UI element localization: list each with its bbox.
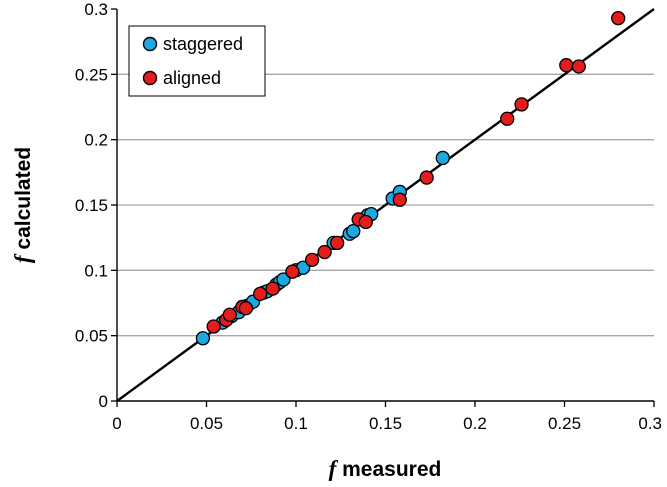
x-tick-label: 0.05 [190,414,223,433]
y-axis-title: f calculated [10,147,35,263]
data-point-staggered [346,223,361,239]
data-point-aligned [317,244,332,260]
legend-marker-staggered [142,36,158,52]
y-axis-title-text: calculated [12,147,35,256]
legend-marker-aligned [142,70,158,86]
x-tick-label: 0 [112,414,121,433]
data-point-aligned [304,252,320,268]
data-point-staggered [195,331,211,346]
y-tick-label: 0.05 [75,327,108,346]
data-point-aligned [514,97,529,112]
y-tick-label: 0.3 [84,0,108,19]
data-point-aligned [571,59,586,74]
data-point-aligned [222,307,237,322]
y-tick-label: 0 [99,392,108,411]
x-tick-label: 0.1 [284,414,308,433]
data-point-aligned [253,286,268,302]
data-point-aligned [285,264,300,279]
data-point-aligned [330,235,345,251]
x-axis-title: f measured [329,456,442,481]
x-tick-label: 0.3 [638,414,662,433]
data-point-aligned [238,301,254,316]
data-point-aligned [265,281,280,296]
y-tick-label: 0.1 [84,261,108,280]
y-tick-label: 0.25 [75,65,108,84]
data-point-aligned [500,111,515,126]
x-tick-label: 0.2 [463,414,487,433]
data-point-staggered [435,150,450,166]
data-point-staggered [276,272,291,287]
data-points [195,10,626,346]
x-axis-title-variable: f [329,456,339,481]
data-point-aligned [206,319,221,334]
data-point-aligned [419,170,434,185]
data-point-aligned [611,10,626,26]
data-point-aligned [392,192,407,207]
legend: staggered aligned [128,25,266,97]
x-tick-label: 0.25 [548,414,581,433]
x-tick-label: 0.15 [369,414,402,433]
legend-label-staggered: staggered [163,34,243,54]
y-axis-title-variable: f [10,253,35,263]
legend-label-aligned: aligned [163,68,221,88]
x-axis-title-text: measured [336,458,441,481]
data-point-aligned [559,58,574,73]
x-axis-ticks: 0 0.05 0.1 0.15 0.2 0.25 0.3 [112,401,662,433]
y-tick-label: 0.2 [84,131,108,150]
y-tick-label: 0.15 [75,196,108,215]
data-point-aligned [358,214,373,230]
y-axis-ticks: 0 0.05 0.1 0.15 0.2 0.25 0.3 [75,0,117,411]
